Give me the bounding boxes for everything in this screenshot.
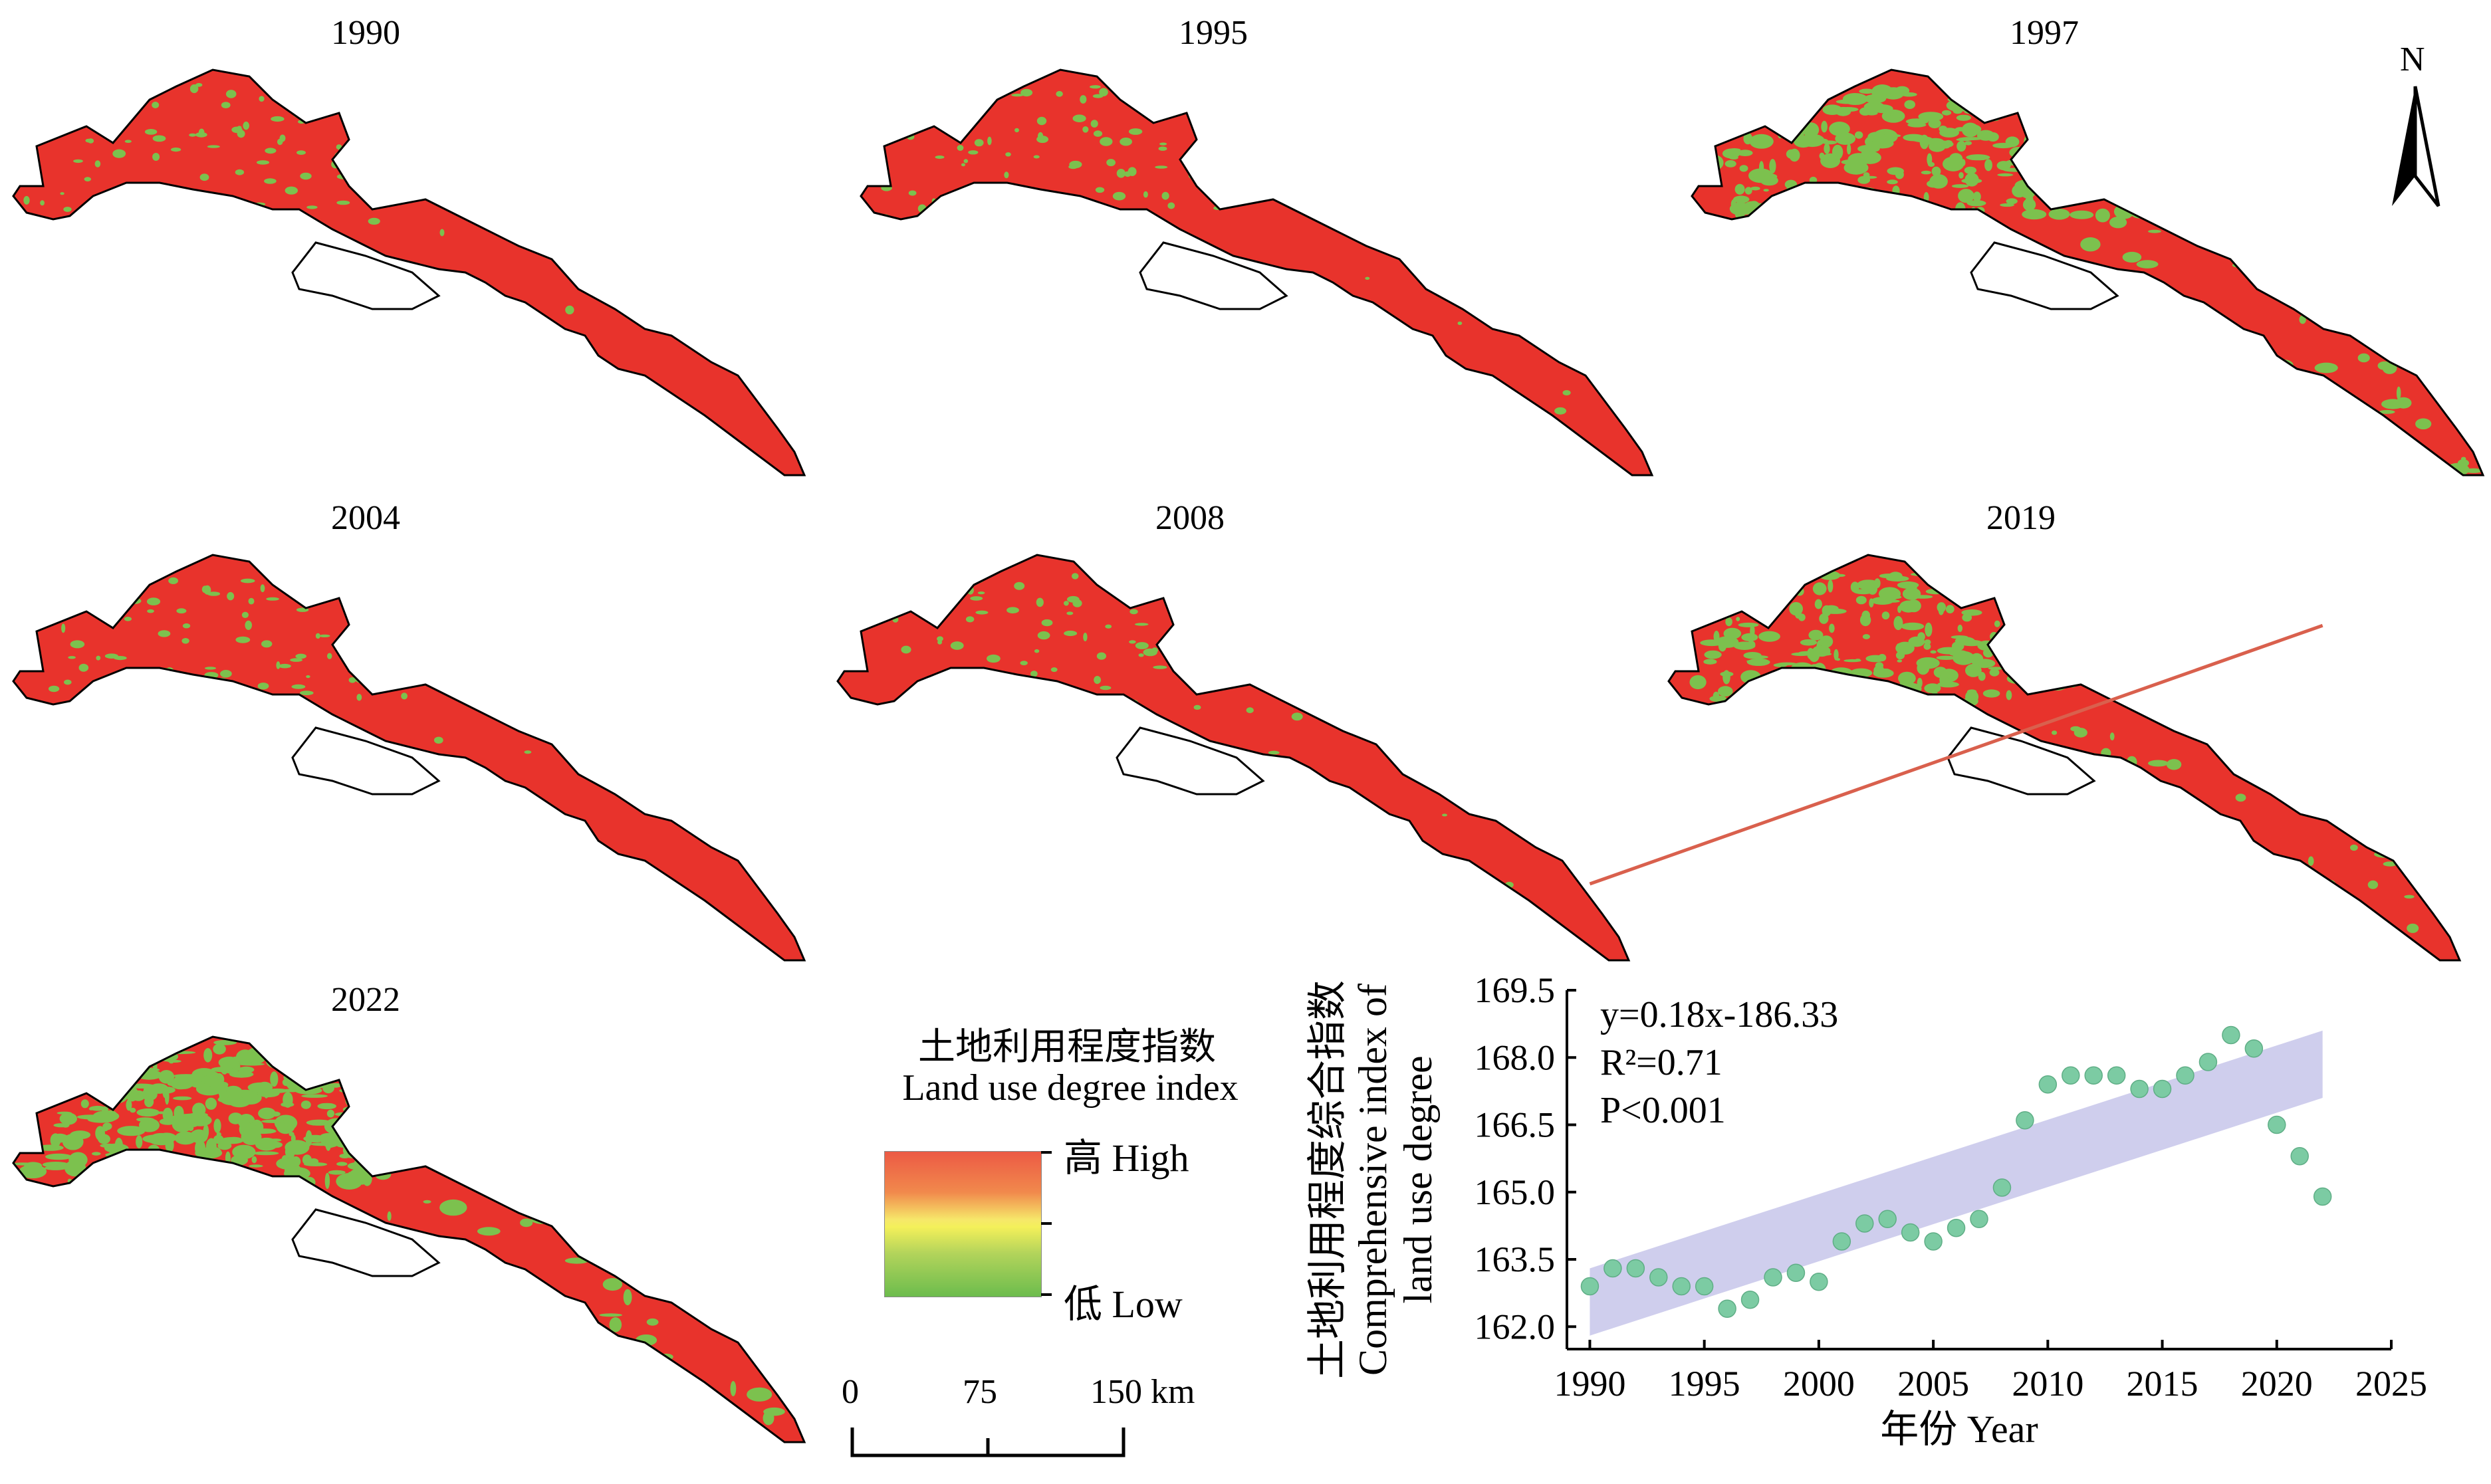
land-use-map <box>12 554 806 962</box>
data-point <box>2107 1066 2126 1085</box>
data-point <box>1970 1210 1988 1228</box>
north-arrow: N <box>2367 40 2460 213</box>
legend-tick-mid <box>1041 1222 1052 1225</box>
north-label: N <box>2400 41 2425 78</box>
map-year-label: 2022 <box>331 981 400 1019</box>
data-point <box>2038 1075 2058 1094</box>
confidence-band <box>1590 1030 2323 1336</box>
legend-color-ramp <box>884 1151 1042 1297</box>
data-point <box>2290 1147 2309 1166</box>
data-point <box>2222 1025 2240 1045</box>
annotation-r2: R²=0.71 <box>1600 1042 1722 1083</box>
data-point <box>1626 1259 1645 1278</box>
annotation-p: P<0.001 <box>1600 1090 1726 1131</box>
data-point <box>2016 1111 2034 1130</box>
data-point <box>1695 1277 1714 1296</box>
data-point <box>2084 1066 2103 1085</box>
x-tick-label: 2025 <box>2355 1364 2427 1404</box>
data-point <box>2268 1115 2286 1134</box>
y-tick-label: 165.0 <box>1475 1172 1556 1212</box>
x-axis-label: 年份 Year <box>1880 1408 2038 1451</box>
land-use-map <box>836 554 1631 962</box>
scale-label-75: 75 <box>963 1373 997 1411</box>
data-point <box>1924 1232 1943 1251</box>
y-tick-label: 168.0 <box>1475 1037 1556 1077</box>
data-point <box>1580 1277 1600 1296</box>
scale-bar-line <box>850 1428 1126 1457</box>
data-point <box>1649 1268 1668 1287</box>
land-use-map <box>1667 554 2462 962</box>
data-point <box>2153 1079 2172 1099</box>
trend-line <box>1589 623 2323 886</box>
land-use-map <box>12 68 806 477</box>
data-point <box>1901 1223 1920 1242</box>
y-axis-label-cn: 土地利用程度综合指数 <box>1306 980 1350 1379</box>
x-tick-label: 1995 <box>1669 1364 1740 1404</box>
legend-tick-high <box>1041 1151 1052 1154</box>
y-axis-label-en: Comprehensive index of <box>1351 984 1395 1376</box>
data-point <box>1810 1273 1828 1291</box>
map-year-label: 1997 <box>2010 14 2079 52</box>
data-point <box>1947 1219 1966 1237</box>
lake-gap <box>291 726 441 795</box>
map-year-label: 2008 <box>1155 499 1225 537</box>
y-tick-label: 163.5 <box>1475 1239 1556 1279</box>
data-point <box>1992 1178 2012 1197</box>
x-tick-label: 1990 <box>1554 1364 1625 1404</box>
y-axis-label-en: land use degree <box>1396 1055 1440 1303</box>
data-point <box>1718 1299 1736 1318</box>
data-point <box>2176 1066 2194 1085</box>
x-tick-label: 2000 <box>1783 1364 1855 1404</box>
scale-label-150: 150 km <box>1090 1373 1195 1411</box>
map-year-label: 1990 <box>331 14 400 52</box>
map-year-label: 2019 <box>1986 499 2056 537</box>
data-point <box>2130 1079 2149 1099</box>
legend-title-cn: 土地利用程度指数 <box>918 1027 1216 1068</box>
data-point <box>1855 1214 1874 1233</box>
land-use-map <box>860 68 1654 477</box>
lake-gap <box>1116 726 1265 795</box>
map-year-label: 2004 <box>331 499 400 537</box>
scale-label-0: 0 <box>842 1373 859 1411</box>
data-point <box>2313 1187 2332 1206</box>
data-point <box>1832 1232 1851 1251</box>
legend-tick-low <box>1041 1293 1052 1296</box>
data-point <box>1878 1210 1897 1228</box>
x-tick-label: 2010 <box>2012 1364 2083 1404</box>
lake-gap <box>291 241 441 310</box>
trend-chart: 1990 1995 2000 2005 2010 2015 2020 2025 162.0 163… <box>1306 623 2427 1451</box>
lake-gap <box>1970 241 2119 310</box>
north-arrow-icon <box>2392 86 2440 207</box>
data-point <box>1786 1263 1806 1282</box>
x-tick-label: 2005 <box>1897 1364 1969 1404</box>
land-use-map <box>12 1035 806 1443</box>
annotation-equation: y=0.18x-186.33 <box>1600 994 1838 1035</box>
y-tick-label: 169.5 <box>1475 970 1556 1010</box>
legend-title-en: Land use degree index <box>902 1067 1239 1109</box>
data-point <box>1740 1291 1760 1309</box>
legend-low-label: 低 Low <box>1064 1283 1183 1326</box>
y-tick-label: 162.0 <box>1475 1307 1556 1346</box>
x-tick-label: 2015 <box>2127 1364 2198 1404</box>
map-year-label: 1995 <box>1179 14 1248 52</box>
legend-high-label: 高 High <box>1064 1136 1189 1180</box>
data-point <box>1764 1268 1782 1287</box>
x-tick-label: 2020 <box>2241 1364 2313 1404</box>
data-point <box>2244 1039 2264 1058</box>
y-tick-label: 166.5 <box>1475 1105 1556 1145</box>
data-point <box>2198 1053 2218 1071</box>
data-point <box>1603 1259 1622 1278</box>
lake-gap <box>1139 241 1288 310</box>
land-use-map <box>1691 68 2485 477</box>
lake-gap <box>291 1208 441 1277</box>
data-point <box>1672 1277 1691 1296</box>
data-point <box>2062 1066 2080 1085</box>
